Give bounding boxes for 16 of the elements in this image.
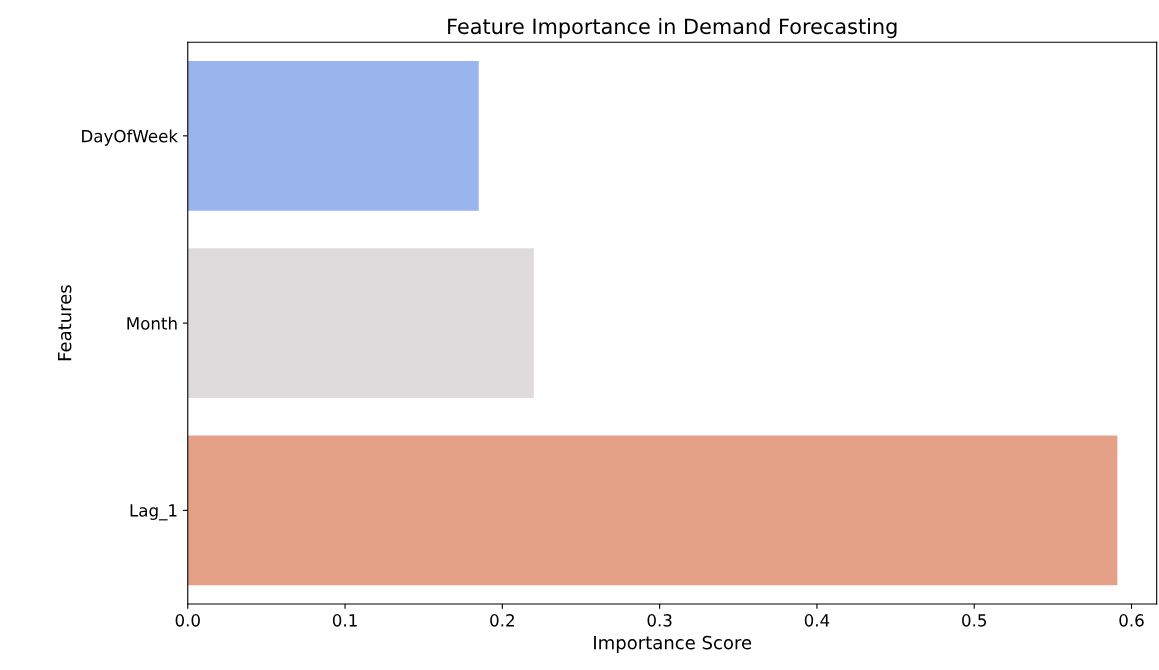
x-tick-label: 0.0 xyxy=(175,614,200,627)
chart-title: Feature Importance in Demand Forecasting xyxy=(448,18,897,39)
x-tick-label: 0.4 xyxy=(804,614,830,627)
bar xyxy=(187,60,479,211)
x-tick-label: 0.3 xyxy=(647,614,672,627)
x-tick-label: 0.6 xyxy=(1119,614,1144,627)
x-axis-title: Importance Score xyxy=(594,635,752,653)
y-axis-title: Features xyxy=(58,285,72,361)
x-tick-label: 0.1 xyxy=(332,614,357,627)
bar xyxy=(187,248,534,399)
bar xyxy=(187,435,1118,586)
x-tick-label: 0.5 xyxy=(962,614,987,627)
y-tick-label: Lag_1 xyxy=(130,504,177,521)
x-tick-label: 0.2 xyxy=(490,614,514,627)
y-tick-label: Month xyxy=(127,316,177,330)
y-tick-label: DayOfWeek xyxy=(82,129,178,146)
